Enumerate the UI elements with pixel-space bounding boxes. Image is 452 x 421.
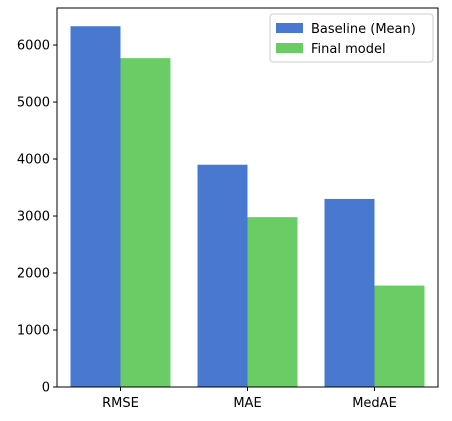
bar-mae-series-1 xyxy=(247,217,298,387)
x-tick-label: MedAE xyxy=(352,396,397,411)
legend-label: Baseline (Mean) xyxy=(311,22,416,37)
x-tick-label: MAE xyxy=(233,396,261,411)
y-tick-label: 2000 xyxy=(17,267,50,282)
y-tick-label: 4000 xyxy=(17,153,50,168)
bar-rmse-series-0 xyxy=(70,26,121,387)
bar-medae-series-1 xyxy=(374,285,425,387)
bar-mae-series-0 xyxy=(197,164,248,387)
legend-label: Final model xyxy=(311,42,386,57)
x-tick-label: RMSE xyxy=(102,396,139,411)
y-tick-label: 0 xyxy=(42,381,50,396)
legend-box xyxy=(269,13,434,63)
axes-layer: 0 1000 2000 3000 4000 5000 6000 RMSE MAE MedAE xyxy=(17,7,439,411)
y-tick-label: 5000 xyxy=(17,96,50,111)
y-tick-label: 1000 xyxy=(17,324,50,339)
y-tick-label: 3000 xyxy=(17,210,50,225)
legend-swatch xyxy=(276,23,303,33)
legend: Baseline (Mean) Final model xyxy=(269,13,434,63)
legend-swatch xyxy=(276,43,303,53)
bar-medae-series-0 xyxy=(324,198,375,387)
y-tick-label: 6000 xyxy=(17,39,50,54)
bar-rmse-series-1 xyxy=(120,58,171,388)
bars-layer xyxy=(70,26,425,388)
